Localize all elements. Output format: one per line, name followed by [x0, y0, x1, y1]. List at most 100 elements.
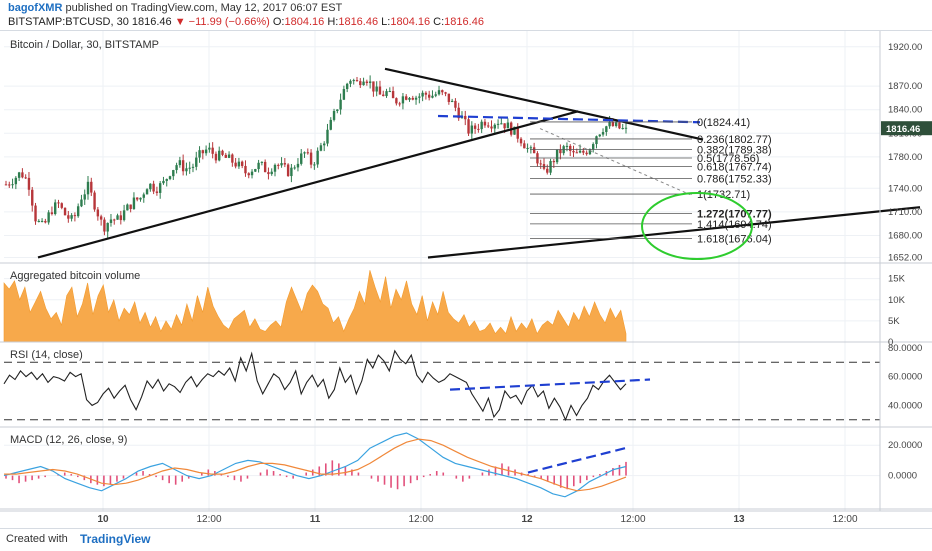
candle-body [490, 126, 493, 129]
candle-body [168, 176, 172, 179]
fib-level-label: 1.618(1676.04) [697, 234, 772, 246]
candle-body [175, 165, 178, 171]
candle-body [4, 184, 8, 186]
candle-body [513, 126, 516, 135]
candle-body [316, 150, 319, 165]
candle-body [204, 149, 208, 154]
ohlc-line: BITSTAMP:BTCUSD, 30 1816.46 ▼ −11.99 (−0… [8, 16, 484, 28]
candle-body [270, 171, 273, 175]
candle-body [96, 209, 100, 217]
candle-body [473, 125, 477, 129]
volume-tick-label: 0 [888, 337, 893, 348]
candle-body [185, 168, 188, 172]
candle-body [506, 122, 510, 129]
falling-trendline [384, 67, 704, 141]
candle-body [434, 94, 437, 96]
candle-body [149, 183, 152, 190]
candle-body [427, 94, 431, 98]
candle-body [480, 121, 483, 130]
candle-body [591, 144, 595, 150]
candle-body [122, 210, 126, 221]
candle-body [260, 161, 264, 163]
price-tick-label: 1870.00 [888, 81, 922, 92]
candle-body [17, 172, 21, 178]
rsi-tick-label: 60.0000 [888, 372, 922, 383]
candle-body [136, 197, 139, 200]
candle-body [90, 181, 93, 193]
candle-body [382, 94, 385, 97]
candle-body [57, 202, 60, 204]
candle-body [516, 126, 519, 139]
candle-body [355, 80, 359, 82]
candle-body [450, 100, 454, 102]
grid [4, 31, 880, 511]
price-tick-label: 1840.00 [888, 105, 922, 116]
time-tick-label: 11 [310, 514, 321, 525]
axes: 10 12:00 11 12:00 12 12:00 13 12:00 1920.00 1870.… [0, 31, 932, 525]
candle-body [621, 128, 624, 130]
candle-body [191, 166, 195, 168]
candle-body [158, 183, 162, 193]
close-label: C: [433, 16, 445, 28]
candle-body [293, 167, 296, 169]
author-link[interactable]: bagofXMR [8, 2, 63, 14]
candle-body [395, 98, 398, 104]
candle-body [595, 136, 598, 145]
candle-body [529, 147, 533, 149]
candle-body [421, 92, 424, 97]
candle-body [63, 207, 67, 216]
candle-body [237, 161, 241, 167]
candle-body [313, 164, 316, 166]
rsi-pane[interactable]: RSI (14, close) [3, 349, 880, 422]
candle-body [319, 145, 323, 151]
candle-body [526, 147, 529, 149]
open-value: 1804.16 [284, 16, 325, 28]
candle-body [113, 219, 116, 221]
candle-body [99, 216, 103, 220]
candle-body [496, 123, 500, 125]
time-tick-label: 12:00 [408, 514, 433, 525]
candle-body [306, 152, 309, 154]
change-arrow: ▼ [174, 16, 186, 28]
macd-pane[interactable]: MACD (12, 26, close, 9) [3, 432, 627, 498]
candle-body [532, 147, 536, 154]
candle-body [352, 80, 355, 82]
candle-body [11, 184, 14, 186]
rsi-pane-title: RSI (14, close) [10, 349, 83, 361]
high-value: 1816.46 [338, 16, 379, 28]
candle-body [198, 150, 201, 158]
candle-body [44, 220, 47, 223]
price-pane-title: Bitcoin / Dollar, 30, BITSTAMP [10, 39, 159, 51]
candle-body [76, 206, 80, 217]
volume-pane[interactable]: Aggregated bitcoin volume [3, 270, 627, 343]
chart-canvas[interactable]: Bitcoin / Dollar, 30, BITSTAMP 0(1824.41)… [0, 31, 932, 528]
time-tick-label: 10 [97, 514, 109, 525]
fib-level-label: 1.272(1707.77) [697, 209, 772, 221]
candle-body [523, 143, 526, 149]
candle-body [80, 199, 83, 207]
candle-body [585, 152, 588, 155]
candle-body [414, 97, 418, 100]
candle-body [60, 203, 63, 208]
candle-body [142, 194, 145, 198]
candle-body [493, 124, 496, 129]
resistance-dashed-line [437, 114, 701, 124]
time-tick-label: 12:00 [196, 514, 221, 525]
price-pane[interactable]: Bitcoin / Dollar, 30, BITSTAMP 0(1824.41)… [4, 39, 921, 261]
candle-body [375, 86, 378, 92]
candle-body [598, 134, 601, 137]
candle-body [431, 95, 434, 98]
candle-body [300, 153, 303, 164]
candle-body [483, 121, 487, 126]
candle-body [231, 154, 234, 163]
candle-body [349, 80, 352, 84]
candle-body [280, 163, 283, 166]
candle-body [378, 86, 382, 95]
candle-body [24, 177, 27, 179]
candle-body [405, 96, 408, 100]
tradingview-logo[interactable]: TradingView [80, 532, 151, 546]
low-value: 1804.16 [390, 16, 431, 28]
time-tick-label: 12:00 [620, 514, 645, 525]
candle-body [21, 172, 24, 178]
candle-body [37, 220, 41, 222]
